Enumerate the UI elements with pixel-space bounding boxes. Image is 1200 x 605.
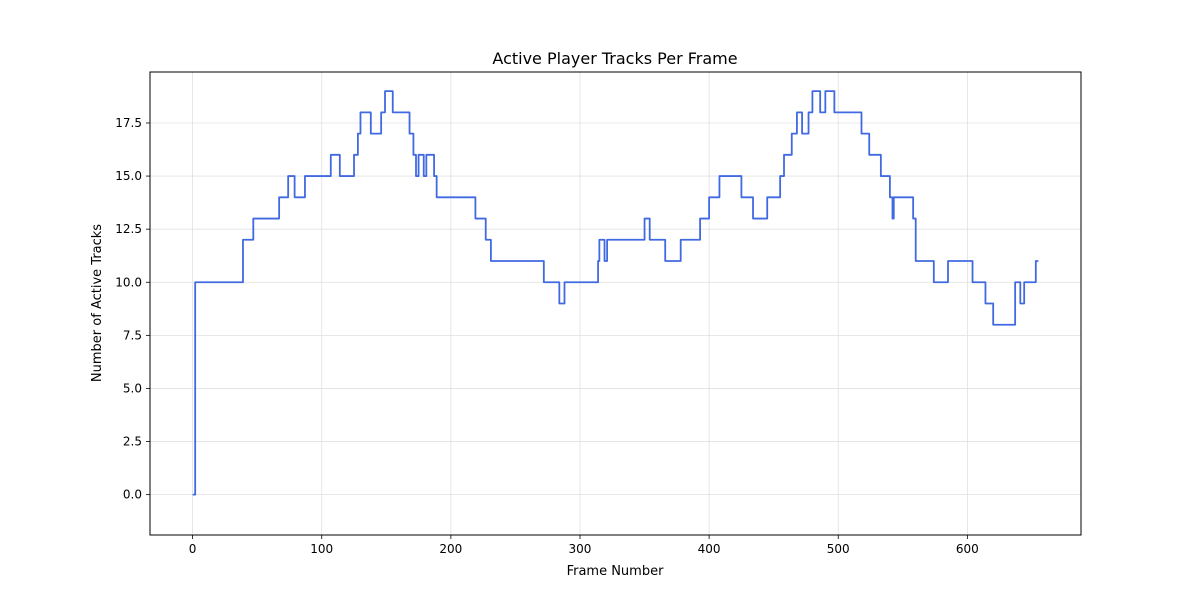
- x-tick-label: 300: [569, 542, 592, 556]
- x-tick-label: 200: [439, 542, 462, 556]
- y-tick-label: 0.0: [123, 488, 142, 502]
- x-tick-label: 400: [698, 542, 721, 556]
- x-tick-label: 500: [827, 542, 850, 556]
- y-tick-label: 2.5: [123, 435, 142, 449]
- chart-title: Active Player Tracks Per Frame: [492, 49, 737, 68]
- y-tick-label: 5.0: [123, 381, 142, 395]
- series-layer: [192, 90, 1039, 496]
- grid: [150, 72, 1081, 535]
- y-tick-label: 10.0: [115, 275, 142, 289]
- x-tick-label: 100: [310, 542, 333, 556]
- y-tick-label: 15.0: [115, 169, 142, 183]
- series-line: [192, 90, 1039, 496]
- y-tick-label: 17.5: [115, 116, 142, 130]
- ticks: 0 100 200 300 400 500 600 0.0 2.5 5.0 7.5 10.0 12.5 1…: [115, 116, 979, 556]
- plot-frame: [149, 71, 1082, 536]
- y-tick-label: 12.5: [115, 222, 142, 236]
- y-axis-label: Number of Active Tracks: [90, 224, 105, 382]
- x-tick-label: 600: [956, 542, 979, 556]
- x-tick-label: 0: [189, 542, 197, 556]
- x-axis-label: Frame Number: [567, 564, 665, 579]
- y-tick-label: 7.5: [123, 328, 142, 342]
